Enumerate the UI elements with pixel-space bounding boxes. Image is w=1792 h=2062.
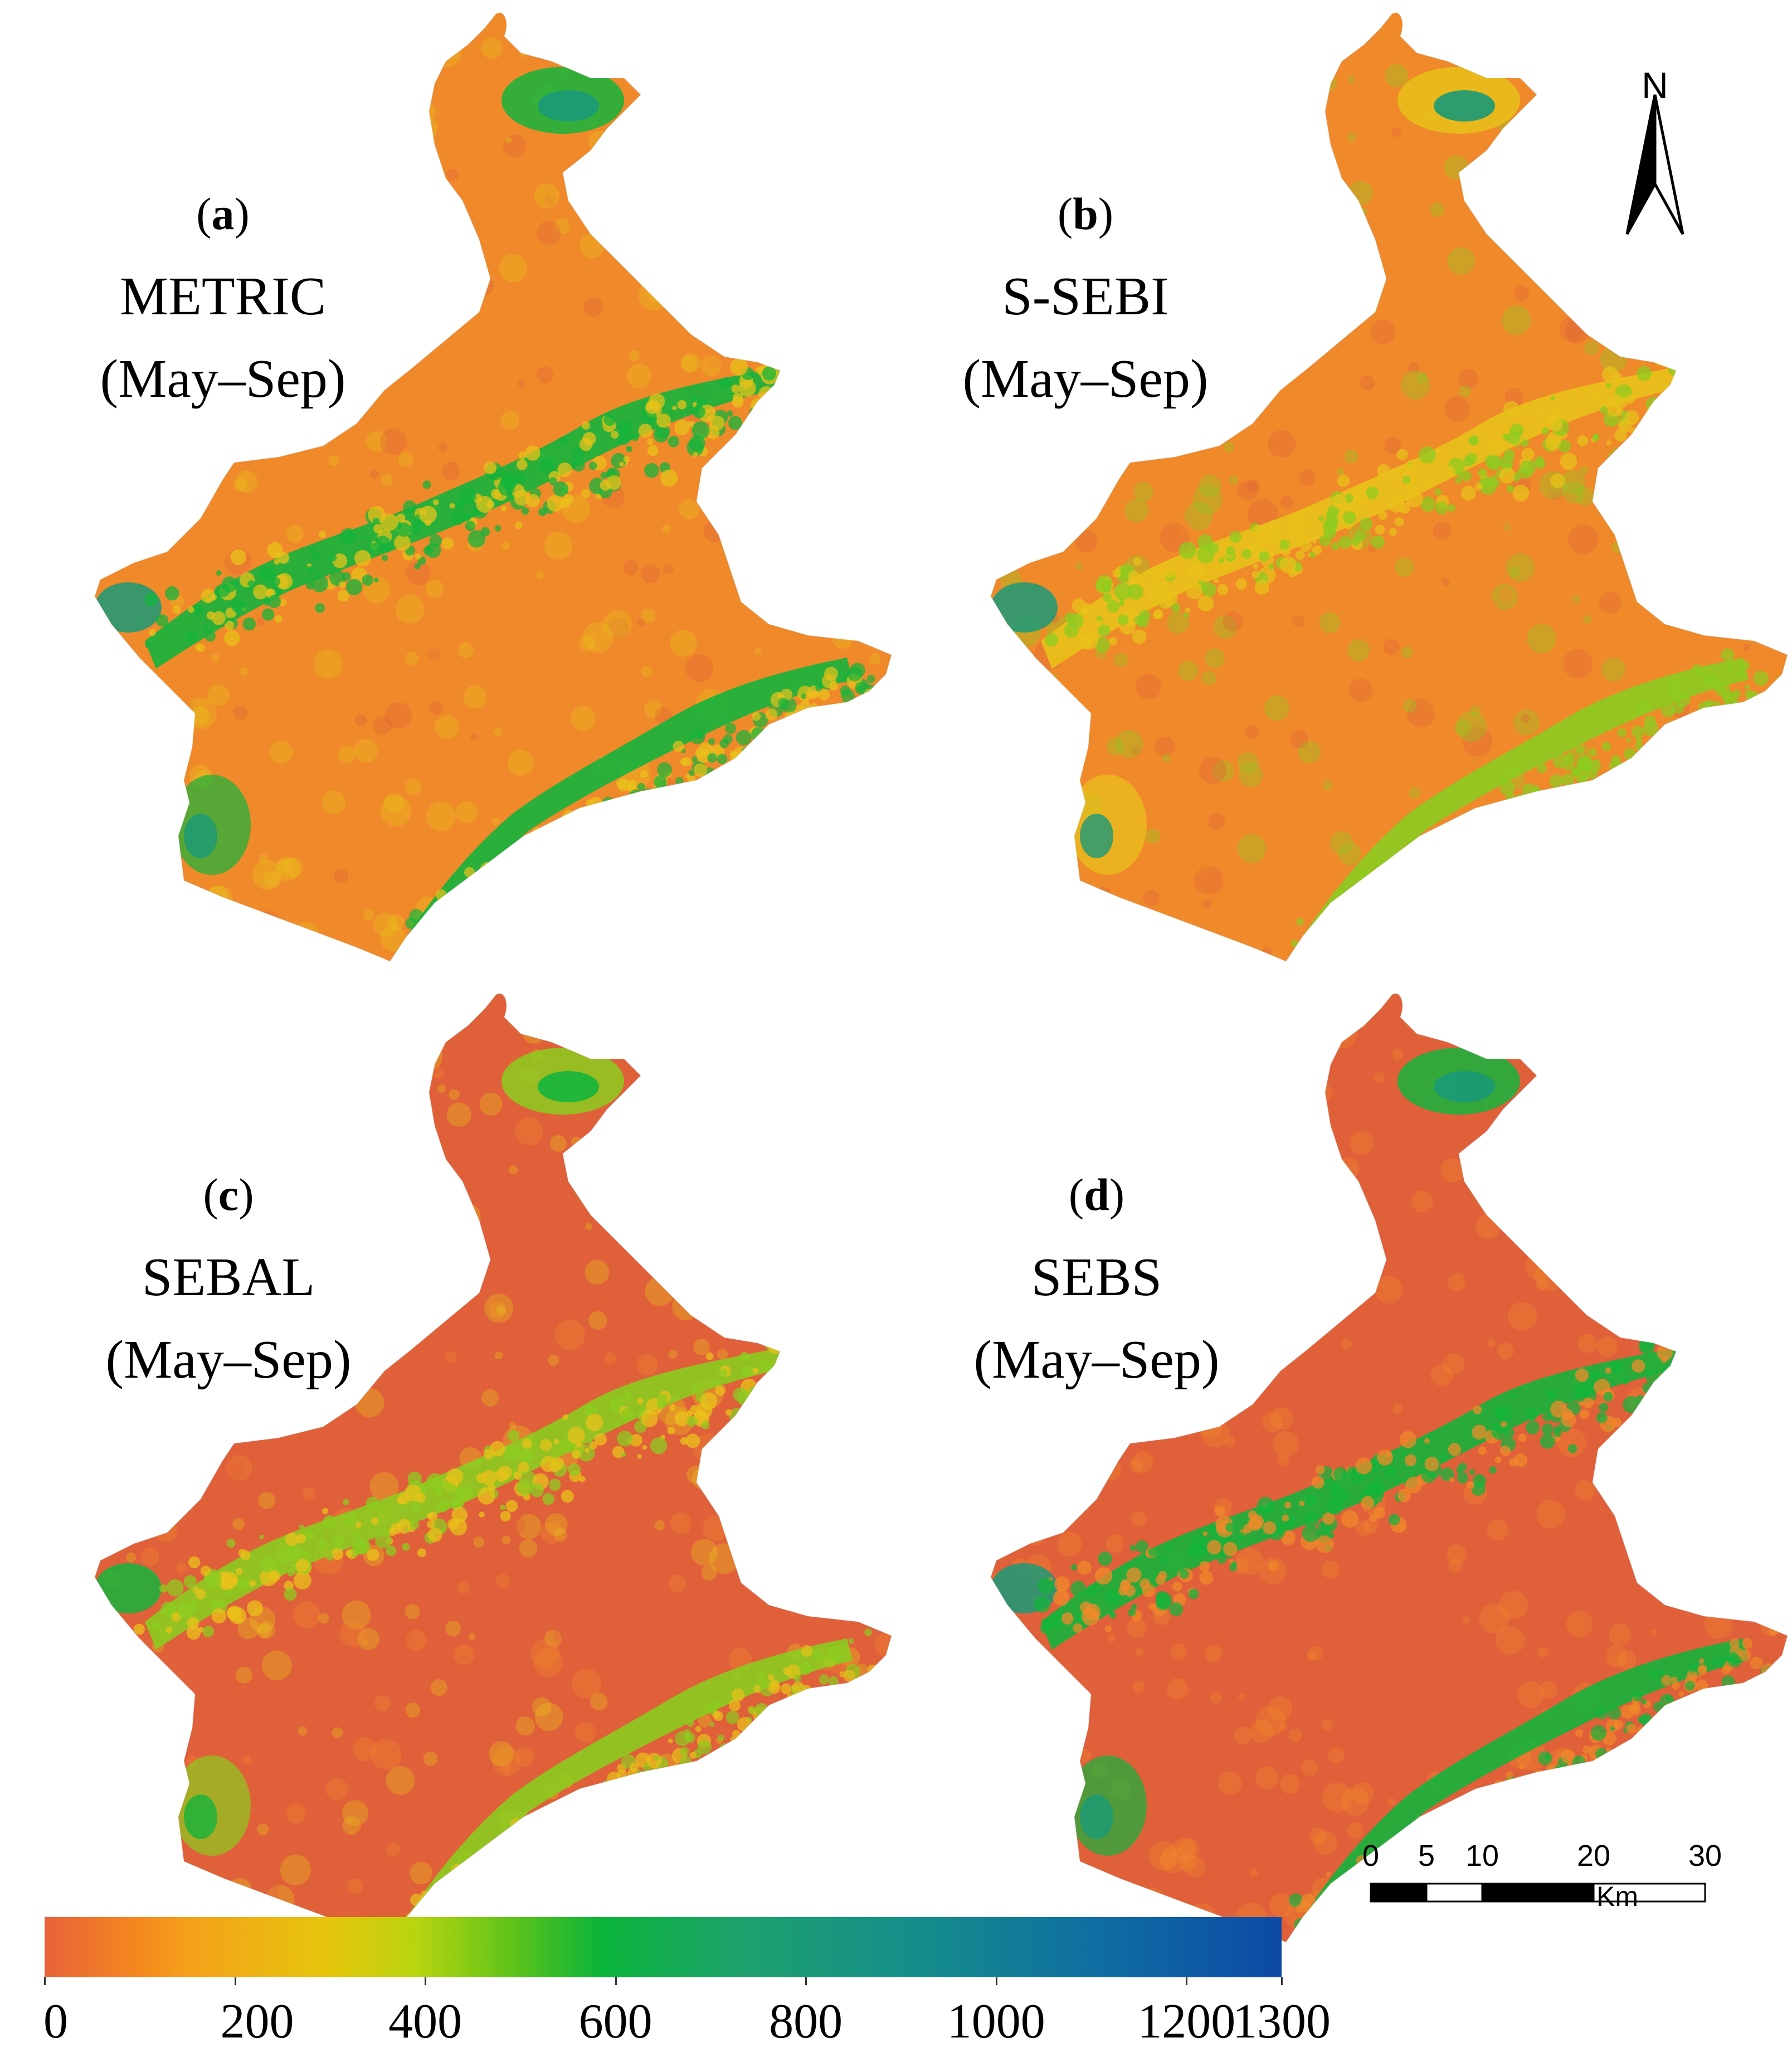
scale-tick-label: 10 <box>1465 1839 1499 1873</box>
panel-model-a: METRIC <box>119 266 327 327</box>
panel-period-c: (May–Sep) <box>105 1330 352 1390</box>
map-panel-a: (a) METRIC (May–Sep) <box>0 0 896 975</box>
legend-tick-label: 200 <box>220 1995 294 2049</box>
panel-period-a: (May–Sep) <box>100 349 346 409</box>
panel-letter-d: (d) <box>1068 1169 1125 1220</box>
scale-tick-label: 20 <box>1576 1839 1611 1873</box>
panel-letter-a: (a) <box>196 188 250 239</box>
scale-bar: 0 5 10 20 30 <box>1360 1839 1783 1928</box>
legend-tick-label: 800 <box>769 1995 843 2049</box>
legend-tick <box>995 1977 997 1985</box>
scale-tick-label: 5 <box>1418 1839 1435 1873</box>
legend-tick <box>44 1977 46 1985</box>
et-map-sebs <box>990 993 1788 1943</box>
legend-tick <box>1186 1977 1188 1985</box>
et-map-metric <box>94 12 892 962</box>
legend-color-ramp <box>45 1917 1282 1977</box>
panel-period-b: (May–Sep) <box>962 349 1209 409</box>
legend-tick-label: 600 <box>578 1995 652 2049</box>
legend-tick-label: 1000 <box>947 1995 1045 2049</box>
legend-tick-label: 1200 <box>1137 1995 1236 2049</box>
scale-bar-segments <box>1370 1883 1706 1903</box>
panel-model-b: S-SEBI <box>1002 266 1169 327</box>
north-arrow-icon <box>1625 94 1684 235</box>
legend-tick <box>425 1977 427 1985</box>
map-panel-c: (c) SEBAL (May–Sep) <box>0 981 896 1956</box>
legend-tick <box>615 1977 617 1985</box>
scale-unit: Km <box>1596 1881 1638 1912</box>
panel-model-d: SEBS <box>1031 1247 1162 1307</box>
panel-letter-b: (b) <box>1057 188 1114 239</box>
et-map-ssebi <box>990 12 1788 962</box>
panel-letter-c: (c) <box>203 1169 254 1220</box>
map-panel-d: (d) SEBS (May–Sep) <box>896 981 1792 1956</box>
legend-tick-label: 400 <box>388 1995 462 2049</box>
map-panel-b: (b) S-SEBI (May–Sep) <box>896 0 1792 975</box>
panel-model-c: SEBAL <box>142 1247 315 1307</box>
legend-tick <box>805 1977 807 1985</box>
panel-label-c: (c) SEBAL (May–Sep) <box>84 1154 373 1401</box>
legend-tick <box>1281 1977 1283 1985</box>
legend-tick-label: 0 <box>43 1995 68 2049</box>
panel-label-b: (b) S-SEBI (May–Sep) <box>941 173 1230 420</box>
scale-tick-label: 30 <box>1688 1839 1722 1873</box>
et-map-sebal <box>94 993 892 1943</box>
scale-tick-label: 0 <box>1362 1839 1380 1873</box>
legend-tick <box>234 1977 236 1985</box>
legend-tick-label: 1300 <box>1233 1995 1331 2049</box>
panel-period-d: (May–Sep) <box>973 1330 1220 1390</box>
panel-label-a: (a) METRIC (May–Sep) <box>78 173 368 420</box>
color-legend: 0 200 400 600 800 1000 1200 1300 <box>33 1912 1360 2062</box>
panel-label-d: (d) SEBS (May–Sep) <box>952 1154 1241 1401</box>
